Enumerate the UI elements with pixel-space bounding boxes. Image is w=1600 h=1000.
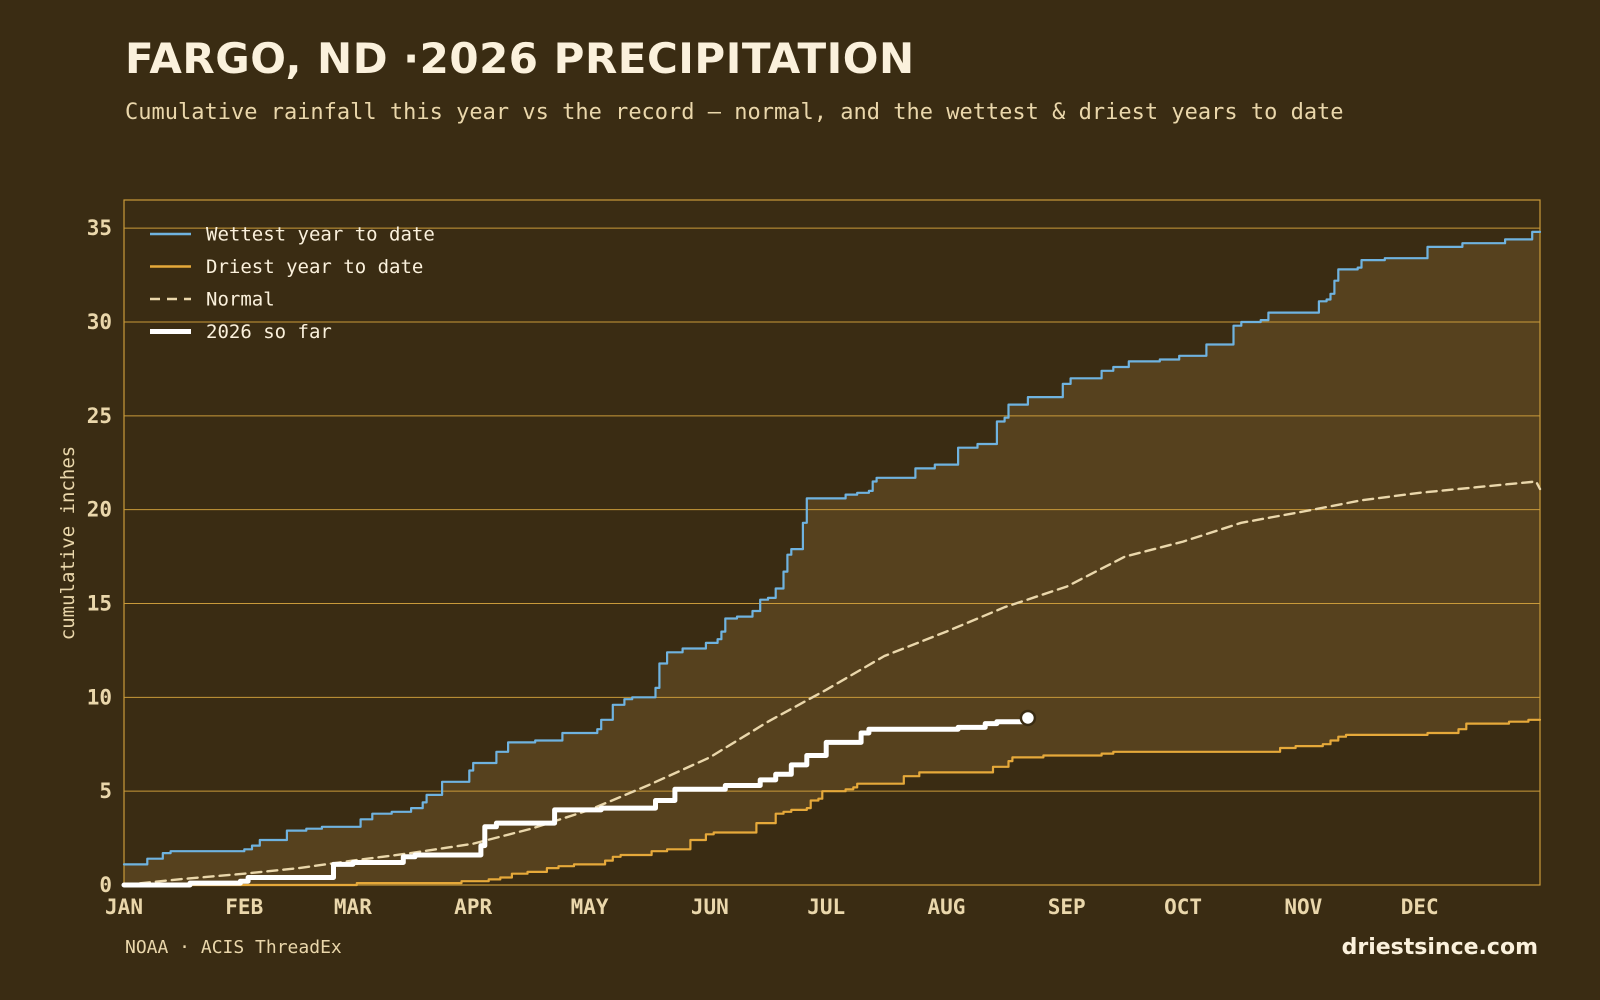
y-tick-label: 25 — [87, 404, 112, 428]
source-credit: NOAA · ACIS ThreadEx — [125, 937, 342, 958]
plot-frame — [123, 199, 1541, 886]
y-tick-label: 15 — [87, 591, 112, 615]
x-tick-label: JUN — [691, 895, 729, 919]
series-line-2026-so-far — [121, 715, 1031, 888]
y-axis-label: cumulative inches — [57, 446, 79, 640]
x-tick-label: DEC — [1401, 895, 1439, 919]
series-line-driest-year-to-date — [122, 718, 1542, 887]
wet-dry-band — [124, 231, 1540, 885]
page-title: FARGO, ND ·2026 PRECIPITATION — [125, 34, 915, 83]
legend-label: Driest year to date — [206, 256, 423, 278]
x-tick-label: APR — [454, 895, 492, 919]
series-line-normal — [122, 480, 1542, 887]
x-tick-label: NOV — [1284, 895, 1322, 919]
legend: Wettest year to date Driest year to date N… — [150, 224, 435, 343]
x-tick-label: AUG — [927, 895, 965, 919]
legend-label: Wettest year to date — [206, 224, 435, 246]
current-value-marker — [1019, 709, 1037, 727]
y-tick-label: 10 — [87, 685, 112, 709]
y-axis-ticks: 0 5 10 15 20 25 30 35 — [87, 216, 112, 897]
x-tick-label: FEB — [225, 895, 263, 919]
x-tick-label: MAY — [571, 895, 609, 919]
x-axis-ticks: JAN FEB MAR APR MAY JUN JUL AUG SEP OCT NOV DEC — [105, 895, 1439, 919]
y-tick-label: 0 — [99, 873, 112, 897]
series-line-wettest-year-to-date — [122, 230, 1542, 866]
x-tick-label: JAN — [105, 895, 143, 919]
y-tick-label: 35 — [87, 216, 112, 240]
y-tick-label: 20 — [87, 498, 112, 522]
brand-link[interactable]: driestsince.com — [1341, 935, 1538, 960]
y-tick-label: 5 — [99, 779, 112, 803]
x-tick-label: SEP — [1048, 895, 1086, 919]
y-tick-label: 30 — [87, 310, 112, 334]
x-tick-label: MAR — [334, 895, 372, 919]
x-tick-label: OCT — [1164, 895, 1202, 919]
legend-label: Normal — [206, 289, 275, 311]
x-tick-label: JUL — [807, 895, 845, 919]
legend-label: 2026 so far — [206, 321, 332, 343]
series-lines — [121, 230, 1542, 888]
page-subtitle: Cumulative rainfall this year vs the rec… — [125, 100, 1344, 125]
gridlines — [124, 227, 1540, 886]
